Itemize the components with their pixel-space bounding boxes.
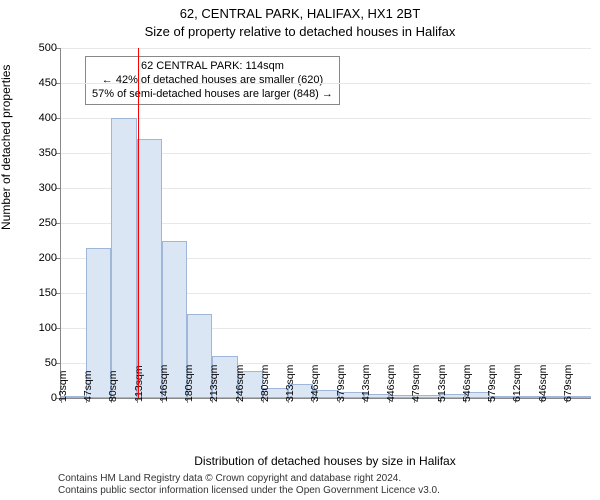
gridline xyxy=(61,83,591,84)
histogram-bar xyxy=(137,139,162,398)
footer-line-1: Contains HM Land Registry data © Crown c… xyxy=(58,473,440,485)
chart-container: { "title_line1": "62, CENTRAL PARK, HALI… xyxy=(0,0,600,500)
y-tick-label: 500 xyxy=(39,42,57,54)
x-tick-label: 612sqm xyxy=(511,365,523,402)
y-tick-label: 150 xyxy=(39,287,57,299)
gridline xyxy=(61,118,591,119)
y-axis-label: Number of detached properties xyxy=(0,65,13,230)
x-tick-label: 346sqm xyxy=(309,365,321,402)
y-tick-label: 50 xyxy=(45,357,57,369)
x-tick-label: 513sqm xyxy=(436,365,448,402)
y-tick-label: 300 xyxy=(39,182,57,194)
y-tick-label: 450 xyxy=(39,77,57,89)
x-tick-label: 280sqm xyxy=(259,365,271,402)
footer-attribution: Contains HM Land Registry data © Crown c… xyxy=(58,473,440,497)
x-tick-label: 146sqm xyxy=(158,365,170,402)
annotation-line-1: 62 CENTRAL PARK: 114sqm xyxy=(92,60,333,74)
x-axis-label: Distribution of detached houses by size … xyxy=(60,454,590,468)
x-tick-label: 13sqm xyxy=(57,370,69,402)
x-tick-label: 213sqm xyxy=(208,365,220,402)
annotation-line-2: ← 42% of detached houses are smaller (62… xyxy=(92,74,333,88)
x-tick-label: 80sqm xyxy=(107,370,119,402)
x-tick-label: 546sqm xyxy=(461,365,473,402)
y-tick-label: 350 xyxy=(39,147,57,159)
x-tick-label: 47sqm xyxy=(82,370,94,402)
y-tick-label: 100 xyxy=(39,322,57,334)
x-tick-label: 313sqm xyxy=(284,365,296,402)
annotation-box: 62 CENTRAL PARK: 114sqm ← 42% of detache… xyxy=(85,56,340,105)
x-tick-label: 679sqm xyxy=(562,365,574,402)
y-tick-label: 200 xyxy=(39,252,57,264)
histogram-plot: 62 CENTRAL PARK: 114sqm ← 42% of detache… xyxy=(60,48,591,399)
gridline xyxy=(61,48,591,49)
footer-line-2: Contains public sector information licen… xyxy=(58,485,440,497)
x-tick-label: 479sqm xyxy=(410,365,422,402)
page-title-address: 62, CENTRAL PARK, HALIFAX, HX1 2BT xyxy=(0,6,600,21)
x-tick-label: 413sqm xyxy=(360,365,372,402)
subject-property-marker xyxy=(138,48,139,398)
page-title-subtitle: Size of property relative to detached ho… xyxy=(0,24,600,39)
x-tick-label: 646sqm xyxy=(537,365,549,402)
x-tick-label: 446sqm xyxy=(385,365,397,402)
x-tick-label: 579sqm xyxy=(486,365,498,402)
x-tick-label: 246sqm xyxy=(234,365,246,402)
annotation-line-3: 57% of semi-detached houses are larger (… xyxy=(92,88,333,102)
x-tick-label: 379sqm xyxy=(335,365,347,402)
histogram-bar xyxy=(111,118,136,398)
y-tick-label: 250 xyxy=(39,217,57,229)
y-tick-label: 400 xyxy=(39,112,57,124)
x-tick-label: 180sqm xyxy=(183,365,195,402)
